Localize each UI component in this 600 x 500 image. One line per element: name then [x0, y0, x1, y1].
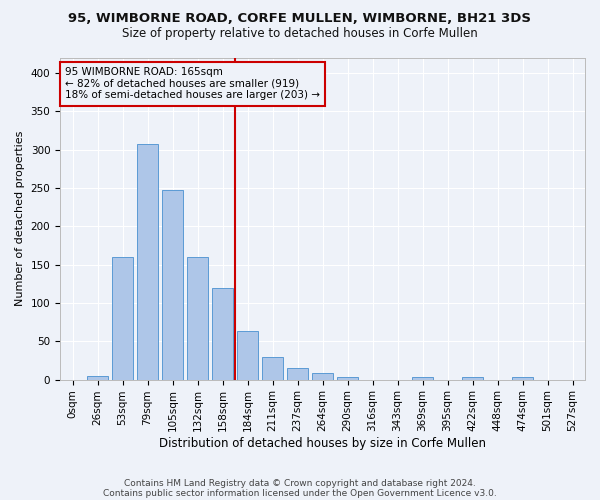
Bar [337, 376, 358, 380]
Bar [287, 368, 308, 380]
Bar [112, 257, 133, 380]
Text: 95 WIMBORNE ROAD: 165sqm
← 82% of detached houses are smaller (919)
18% of semi-: 95 WIMBORNE ROAD: 165sqm ← 82% of detach… [65, 67, 320, 100]
Bar [262, 356, 283, 380]
Text: Contains HM Land Registry data © Crown copyright and database right 2024.: Contains HM Land Registry data © Crown c… [124, 478, 476, 488]
Text: 95, WIMBORNE ROAD, CORFE MULLEN, WIMBORNE, BH21 3DS: 95, WIMBORNE ROAD, CORFE MULLEN, WIMBORN… [68, 12, 532, 26]
Bar [512, 376, 533, 380]
Bar [462, 376, 483, 380]
Bar [187, 257, 208, 380]
Bar [162, 190, 183, 380]
Bar [87, 376, 108, 380]
Text: Contains public sector information licensed under the Open Government Licence v3: Contains public sector information licen… [103, 488, 497, 498]
Bar [312, 374, 333, 380]
Bar [237, 332, 258, 380]
Y-axis label: Number of detached properties: Number of detached properties [15, 131, 25, 306]
Bar [412, 376, 433, 380]
Bar [212, 288, 233, 380]
X-axis label: Distribution of detached houses by size in Corfe Mullen: Distribution of detached houses by size … [159, 437, 486, 450]
Bar [137, 144, 158, 380]
Text: Size of property relative to detached houses in Corfe Mullen: Size of property relative to detached ho… [122, 28, 478, 40]
